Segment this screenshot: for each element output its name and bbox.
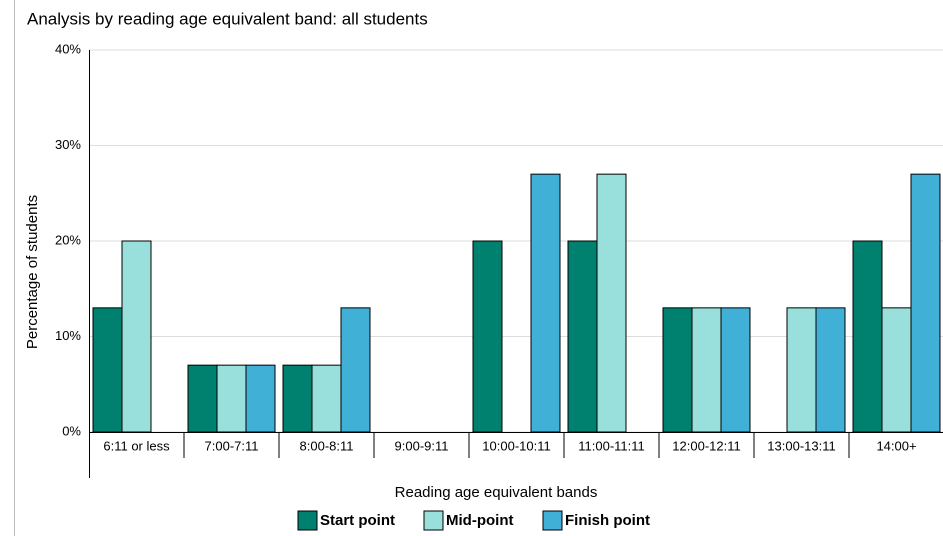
y-tick-label: 20%	[55, 232, 81, 247]
x-tick-label: 11:00-11:11	[578, 438, 645, 453]
legend-swatch	[297, 510, 318, 531]
x-tick-label: 6:11 or less	[103, 438, 170, 453]
bar	[910, 173, 941, 433]
bar	[311, 364, 342, 433]
bar	[786, 307, 817, 433]
legend-swatch	[542, 510, 563, 531]
y-tick-label: 0%	[62, 423, 81, 438]
x-axis-title: Reading age equivalent bands	[395, 484, 598, 501]
x-tick-label: 14:00+	[876, 438, 916, 453]
bar	[245, 364, 276, 433]
legend-swatch	[423, 510, 444, 531]
bar	[852, 240, 883, 433]
bar	[662, 307, 693, 433]
bar	[881, 307, 912, 433]
x-tick-label: 9:00-9:11	[395, 438, 449, 453]
bar	[216, 364, 247, 433]
legend-label: Finish point	[565, 512, 650, 529]
bar	[567, 240, 598, 433]
legend-label: Start point	[320, 512, 395, 529]
y-tick-label: 40%	[55, 41, 81, 56]
bar	[815, 307, 846, 433]
x-tick-label: 10:00-10:11	[482, 438, 550, 453]
x-tick-label: 7:00-7:11	[205, 438, 259, 453]
bar	[121, 240, 152, 433]
bar	[340, 307, 371, 433]
y-tick-label: 30%	[55, 137, 81, 152]
bar	[187, 364, 218, 433]
bar	[691, 307, 722, 433]
legend-label: Mid-point	[446, 512, 513, 529]
bar	[282, 364, 313, 433]
x-tick-label: 13:00-13:11	[767, 438, 835, 453]
x-tick-label: 8:00-8:11	[300, 438, 354, 453]
y-axis-title: Percentage of students	[24, 195, 41, 349]
bar	[472, 240, 503, 433]
x-tick-label: 12:00-12:11	[672, 438, 740, 453]
y-tick-label: 10%	[55, 328, 81, 343]
bar	[720, 307, 751, 433]
bar	[530, 173, 561, 433]
chart-title: Analysis by reading age equivalent band:…	[27, 9, 428, 28]
bar	[92, 307, 123, 433]
bar	[596, 173, 627, 433]
